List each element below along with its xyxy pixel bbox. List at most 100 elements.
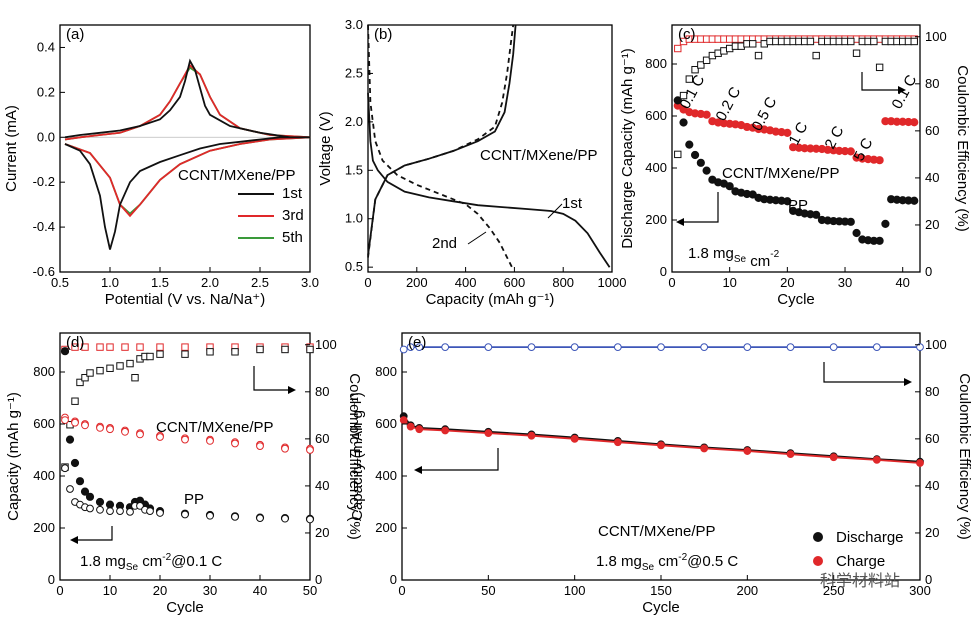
- loading-label-part: cm: [654, 553, 678, 570]
- y-axis-title: Capacity (mAh g⁻¹): [5, 392, 22, 521]
- pointer: [467, 231, 487, 245]
- x-tick-label: 800: [552, 275, 574, 290]
- arrow-right: [823, 362, 906, 383]
- arrow-right: [861, 72, 900, 91]
- y2-tick-label: 0: [925, 572, 932, 587]
- y-tick-label: 0.0: [37, 129, 55, 144]
- x-axis-title: Potential (V vs. Na/Na⁺): [105, 291, 265, 308]
- y-tick-label: 600: [645, 108, 667, 123]
- y-tick-label: 0: [660, 264, 667, 279]
- ce-point: [415, 343, 424, 352]
- x-tick-label: 1.5: [151, 275, 169, 290]
- x-tick-label: 300: [909, 583, 931, 598]
- ce-point: [570, 343, 579, 352]
- cap-point-pp: [685, 140, 694, 149]
- x-axis-title: Cycle: [777, 291, 815, 308]
- sample-label: CCNT/MXene/PP: [480, 147, 598, 164]
- ce-point-pp: [146, 352, 154, 361]
- y-tick-label: 3.0: [345, 17, 363, 32]
- ce-point: [441, 343, 450, 352]
- ce-point-pp: [754, 51, 763, 60]
- discharge-point-pp: [60, 347, 70, 356]
- arrow-right: [253, 366, 290, 391]
- charge-point-pp: [231, 512, 239, 521]
- cycle-label-1st: 1st: [562, 195, 583, 212]
- panel-label: (e): [408, 334, 426, 351]
- ce-point-ccnt: [71, 343, 79, 351]
- sample-label: CCNT/MXene/PP: [598, 523, 716, 540]
- cap-point-pp: [696, 158, 705, 167]
- y2-axis-title: Coulombic Efficiency (%): [954, 65, 971, 231]
- loading-label-part: 1.8 mg: [80, 553, 126, 570]
- ce-point-pp: [875, 63, 884, 72]
- sample-label: CCNT/MXene/PP: [722, 165, 840, 182]
- arrow-left: [680, 192, 719, 223]
- ce-point-pp: [281, 345, 289, 354]
- legend-marker: [813, 532, 823, 542]
- x-tick-label: 40: [253, 583, 267, 598]
- ce-point-ccnt: [81, 343, 89, 351]
- sample-label: CCNT/MXene/PP: [156, 419, 274, 436]
- y-tick-label: 400: [33, 468, 55, 483]
- y2-tick-label: 0: [315, 572, 322, 587]
- ce-point-pp: [749, 40, 757, 48]
- ce-point-ccnt: [181, 343, 189, 351]
- panel-label: (d): [66, 334, 84, 351]
- cap-point-pp: [725, 182, 734, 191]
- charge-point: [441, 426, 450, 435]
- y2-tick-label: 80: [925, 384, 939, 399]
- x-tick-label: 0: [364, 275, 371, 290]
- ce-point-pp: [116, 362, 124, 370]
- charge-point: [700, 444, 709, 453]
- loading-label-part: 1.8 mg: [596, 553, 642, 570]
- panel-frame: [59, 332, 311, 581]
- y-axis-title: Capacity (mAh g⁻¹): [349, 392, 366, 521]
- ce-point: [399, 345, 408, 354]
- ce-point: [700, 343, 709, 352]
- loading-label-part: -2: [770, 249, 779, 260]
- ce-point: [872, 343, 881, 352]
- y-tick-label: 400: [375, 468, 397, 483]
- loading-label-part: 1.8 mg: [688, 245, 734, 262]
- charge-point: [613, 438, 622, 447]
- y-axis-title: Voltage (V): [317, 111, 334, 185]
- charge-point-pp: [96, 505, 104, 514]
- x-tick-label: 50: [481, 583, 495, 598]
- charge-point-ccnt: [306, 446, 314, 454]
- charge-point-ccnt: [256, 442, 264, 451]
- arrow-left: [74, 526, 113, 541]
- ce-point: [657, 343, 665, 352]
- y2-tick-label: 100: [315, 337, 337, 352]
- y2-tick-label: 60: [925, 123, 939, 138]
- ce-point-pp: [156, 350, 164, 358]
- ce-point-pp: [71, 397, 79, 405]
- ce-point: [786, 343, 795, 352]
- charge-point: [657, 441, 665, 450]
- discharge-point-pp: [95, 497, 105, 507]
- y-tick-label: 0.2: [37, 84, 55, 99]
- ce-point-pp: [691, 65, 699, 74]
- ce-point-pp: [847, 37, 855, 46]
- x-axis-title: Cycle: [642, 599, 680, 616]
- ce-point-pp: [126, 359, 134, 368]
- y-tick-label: 800: [375, 364, 397, 379]
- ce-point: [484, 343, 493, 352]
- y-tick-label: 1.5: [345, 162, 363, 177]
- panel-frame: [367, 24, 613, 273]
- ce-point-pp: [76, 378, 84, 387]
- ce-point-pp: [131, 373, 139, 382]
- loading-label-part: -2: [162, 552, 171, 563]
- arrow-head: [898, 86, 906, 94]
- charge-point-pp: [206, 511, 214, 520]
- y2-tick-label: 60: [925, 431, 939, 446]
- ce-point-pp: [812, 51, 820, 60]
- charge-point-ccnt: [61, 416, 69, 425]
- y2-axis-title: Coulombic Efficiency (%): [956, 373, 973, 539]
- charge-point-pp: [256, 514, 264, 523]
- voltage-profile: [367, 24, 515, 258]
- charge-point: [743, 447, 752, 455]
- y-tick-label: 200: [33, 520, 55, 535]
- charge-point: [916, 459, 924, 467]
- y-tick-label: 0.5: [345, 259, 363, 274]
- y-tick-label: -0.2: [33, 174, 55, 189]
